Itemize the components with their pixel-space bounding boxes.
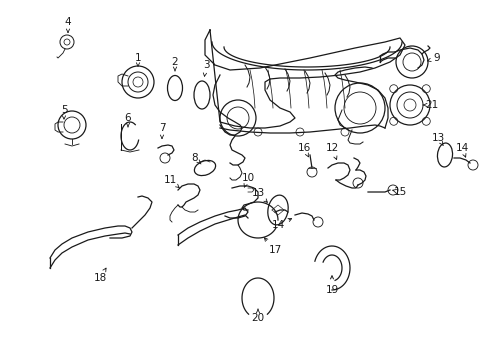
Text: 17: 17: [268, 245, 281, 255]
Text: 7: 7: [159, 123, 165, 133]
Text: 18: 18: [93, 273, 106, 283]
Text: 16: 16: [297, 143, 310, 153]
Text: 10: 10: [241, 173, 254, 183]
Text: 9: 9: [433, 53, 439, 63]
Text: 3: 3: [202, 60, 209, 70]
Text: 2: 2: [171, 57, 178, 67]
Text: 1: 1: [134, 53, 141, 63]
Text: 11: 11: [163, 175, 176, 185]
Text: 14: 14: [454, 143, 468, 153]
Text: 14: 14: [271, 220, 284, 230]
Text: 4: 4: [64, 17, 71, 27]
Text: 13: 13: [430, 133, 444, 143]
Text: 6: 6: [124, 113, 131, 123]
Text: 20: 20: [251, 313, 264, 323]
Text: 13: 13: [251, 188, 264, 198]
Text: 21: 21: [425, 100, 438, 110]
Text: 12: 12: [325, 143, 338, 153]
Text: 19: 19: [325, 285, 338, 295]
Text: 15: 15: [392, 187, 406, 197]
Text: 8: 8: [191, 153, 198, 163]
Text: 5: 5: [61, 105, 67, 115]
